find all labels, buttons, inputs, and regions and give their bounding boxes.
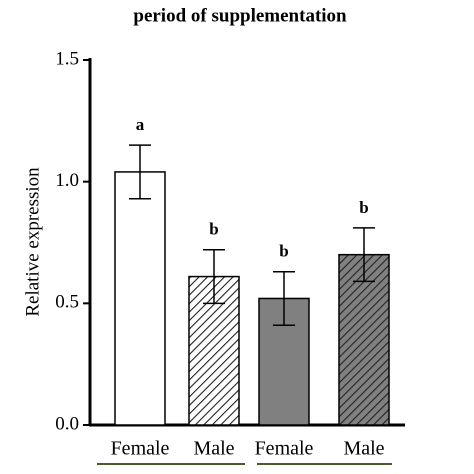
x-tick-label: Female <box>255 438 314 460</box>
significance-letter: b <box>359 198 368 217</box>
y-tick-label: 1.0 <box>55 170 79 191</box>
y-tick-label: 0.0 <box>55 413 79 434</box>
significance-letter: a <box>136 115 145 134</box>
y-tick-label: 0.5 <box>55 292 79 313</box>
x-tick-label: Female <box>111 438 170 460</box>
error-bar <box>273 270 295 326</box>
y-tick-label: 1.5 <box>55 48 79 69</box>
x-tick-label: Male <box>193 438 234 460</box>
error-bar <box>353 227 375 283</box>
bar <box>338 253 390 426</box>
x-tick-label: Male <box>343 438 384 460</box>
chart-title: period of supplementation <box>133 5 347 26</box>
bar <box>114 171 166 426</box>
significance-letter: b <box>209 220 218 239</box>
error-bar <box>129 144 151 200</box>
error-bar <box>203 249 225 305</box>
y-axis-label: Relative expression <box>22 167 43 317</box>
significance-letter: b <box>279 242 288 261</box>
